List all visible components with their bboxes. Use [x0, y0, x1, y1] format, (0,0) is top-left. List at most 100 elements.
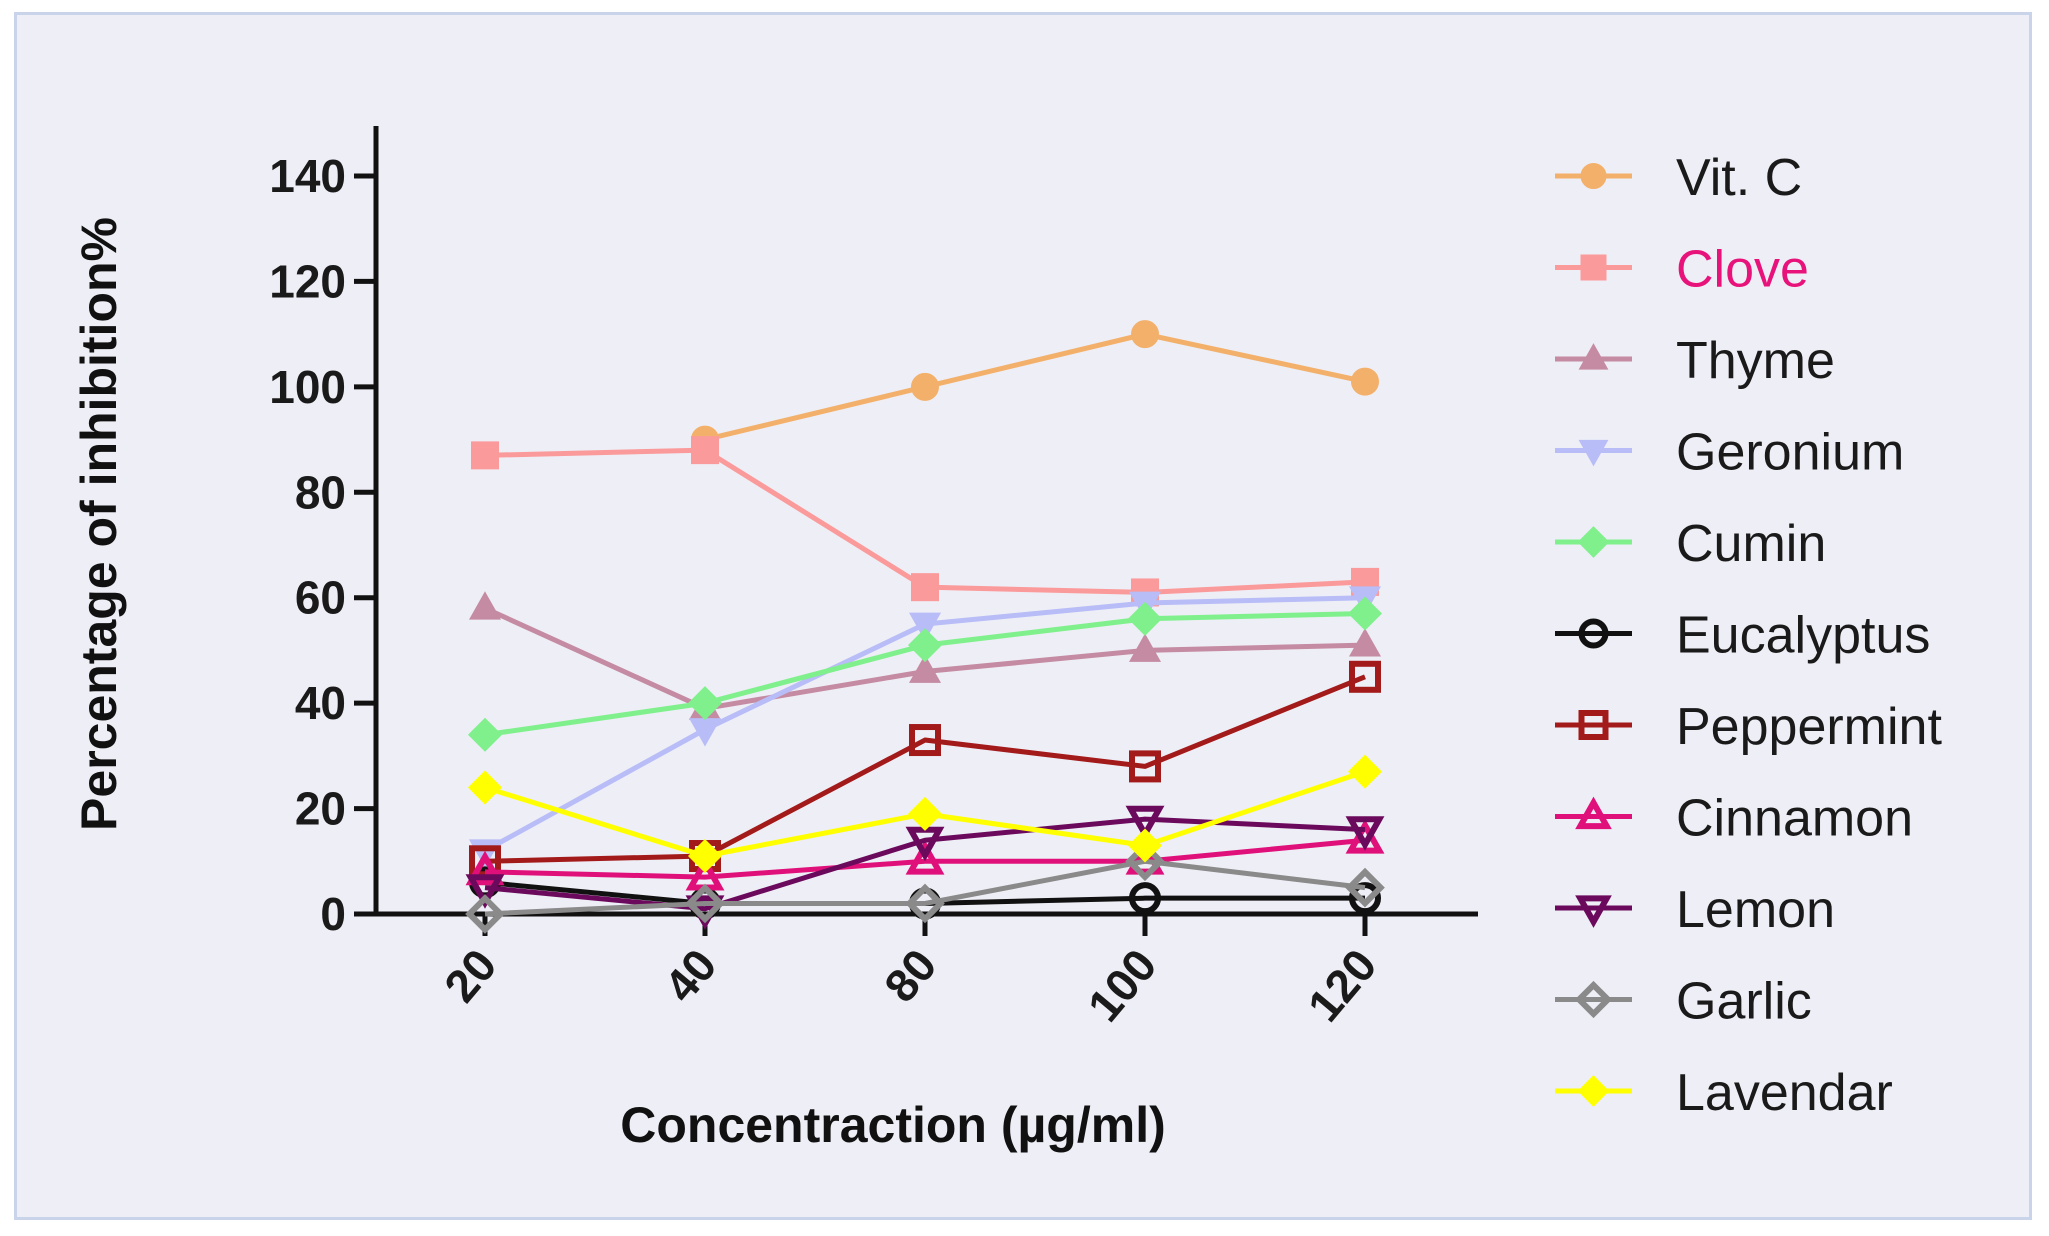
- legend-item: Geronium: [1555, 424, 1904, 482]
- legend-label: Garlic: [1676, 973, 1812, 1031]
- legend-item: Peppermint: [1555, 698, 1942, 756]
- series-thyme: [468, 591, 1382, 720]
- data-point: [1345, 816, 1385, 851]
- axes: 0 20 40 60 80 100 120 140 20 40 80 100 120: [269, 126, 1478, 1031]
- data-point: [468, 591, 502, 620]
- legend-item: Eucalyptus: [1555, 607, 1930, 665]
- legend-label: Lavendar: [1676, 1064, 1893, 1122]
- legend-marker: [1575, 895, 1612, 928]
- legend-marker: [1574, 980, 1613, 1019]
- data-point: [467, 717, 503, 752]
- legend-label: Thyme: [1676, 332, 1835, 390]
- data-point: [691, 436, 719, 465]
- legend-marker: [1578, 618, 1609, 649]
- legend-item: Thyme: [1555, 332, 1835, 390]
- data-point: [1128, 633, 1162, 662]
- x-tick-label: 20: [434, 939, 507, 1012]
- y-tick-label: 100: [269, 361, 346, 413]
- series-vit-c: [691, 320, 1379, 454]
- data-point: [1125, 840, 1165, 875]
- data-point: [911, 372, 939, 401]
- legend-marker: [1578, 343, 1609, 370]
- legend-item: Clove: [1555, 241, 1809, 299]
- legend-label: Cumin: [1676, 515, 1826, 573]
- legend-label: Eucalyptus: [1676, 607, 1930, 665]
- data-point: [908, 612, 942, 642]
- x-tick-label: 40: [654, 939, 727, 1012]
- data-point: [465, 894, 505, 934]
- data-point: [1345, 867, 1385, 908]
- y-tick-label: 40: [295, 677, 346, 729]
- y-tick-label: 0: [320, 888, 346, 940]
- y-tick-label: 20: [295, 783, 346, 835]
- legend-item: Cinnamon: [1555, 790, 1913, 848]
- data-point: [687, 839, 723, 874]
- legend-label: Peppermint: [1676, 698, 1942, 756]
- data-point: [1127, 828, 1163, 863]
- data-point: [688, 718, 722, 747]
- legend-marker: [1575, 796, 1612, 830]
- data-point: [1131, 320, 1159, 349]
- y-tick-label: 60: [295, 572, 346, 624]
- data-point: [1347, 596, 1383, 631]
- data-point: [909, 724, 941, 757]
- series-line: [484, 837, 1366, 880]
- legend-marker: [1578, 439, 1609, 467]
- data-point: [908, 654, 942, 683]
- data-point: [1351, 367, 1379, 396]
- series-geronium: [468, 586, 1382, 868]
- legend-marker: [1577, 526, 1610, 558]
- data-point: [1129, 882, 1161, 915]
- series-line: [484, 447, 1366, 595]
- data-point: [471, 441, 499, 470]
- data-point: [1129, 750, 1161, 783]
- y-tick-label: 140: [269, 150, 346, 202]
- data-point: [905, 840, 945, 875]
- data-point: [907, 796, 943, 831]
- data-point: [1349, 660, 1381, 693]
- legend-marker: [1580, 254, 1607, 281]
- data-point: [1347, 754, 1383, 789]
- series-clove: [471, 436, 1379, 607]
- legend-item: Lavendar: [1555, 1064, 1893, 1122]
- series-line: [704, 331, 1366, 443]
- series-line: [484, 674, 1366, 864]
- legend-item: Cumin: [1555, 515, 1826, 573]
- legend-label: Geronium: [1676, 424, 1904, 482]
- series-lavendar: [467, 754, 1383, 874]
- legend-label: Vit. C: [1676, 149, 1802, 207]
- data-point: [907, 628, 943, 663]
- data-point: [465, 874, 505, 909]
- data-point: [467, 770, 503, 805]
- x-axis-title: Concentraction (µg/ml): [620, 1097, 1165, 1153]
- data-point: [911, 573, 939, 602]
- legend-label: Clove: [1676, 241, 1809, 299]
- legend-item: Lemon: [1555, 881, 1835, 939]
- data-point: [465, 850, 505, 886]
- data-point: [905, 883, 945, 924]
- y-tick-label: 120: [269, 255, 346, 307]
- legend: Vit. C Clove Thyme Geronium Cumin Eucalyptus P…: [1555, 149, 1942, 1122]
- x-tick-label: 100: [1077, 939, 1166, 1031]
- y-tick-label: 80: [295, 466, 346, 518]
- x-tick-label: 80: [874, 939, 947, 1012]
- series-cumin: [467, 596, 1383, 752]
- legend-item: Garlic: [1555, 973, 1812, 1031]
- series-layer: [465, 320, 1385, 934]
- data-point: [1127, 601, 1163, 636]
- legend-item: Vit. C: [1555, 149, 1802, 207]
- series-garlic: [465, 841, 1385, 934]
- data-point: [687, 686, 723, 721]
- data-point: [1348, 628, 1382, 657]
- legend-marker: [1580, 163, 1607, 189]
- legend-label: Cinnamon: [1676, 790, 1913, 848]
- legend-label: Lemon: [1676, 881, 1835, 939]
- data-point: [685, 883, 725, 924]
- series-line: [484, 858, 1366, 917]
- data-point: [1125, 841, 1165, 882]
- x-tick-label: 120: [1297, 939, 1386, 1031]
- legend-marker: [1577, 1075, 1610, 1107]
- data-point: [1125, 805, 1165, 841]
- y-axis-title: Percentage of inhibition%: [71, 217, 127, 831]
